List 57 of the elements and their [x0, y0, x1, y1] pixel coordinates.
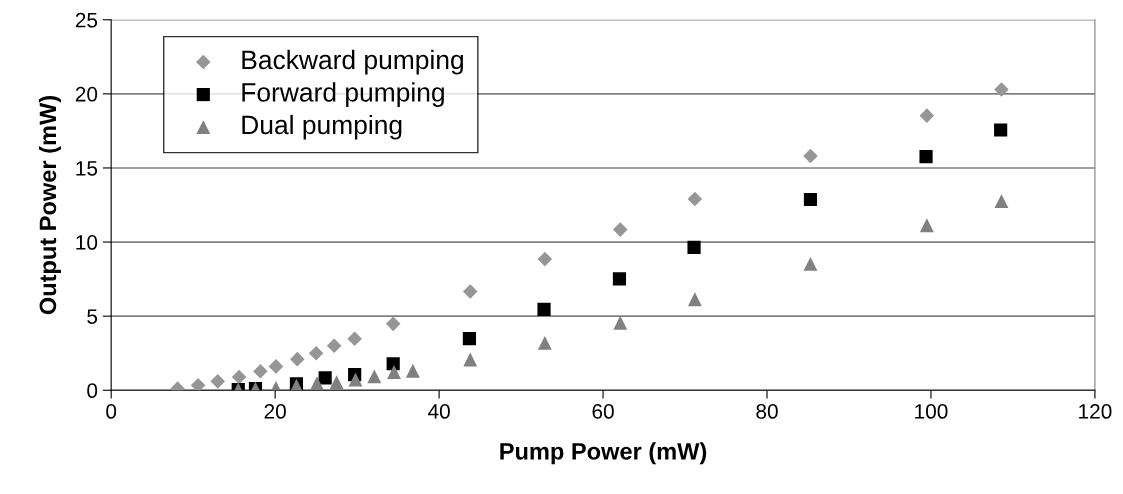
x-tick-label: 0 [106, 404, 117, 419]
legend-label: Dual pumping [242, 114, 402, 140]
point [803, 256, 818, 271]
point [231, 369, 247, 385]
point [919, 218, 934, 233]
point [348, 372, 363, 387]
x-tick-label: 40 [427, 404, 450, 419]
point [347, 331, 362, 346]
point [289, 351, 305, 367]
point [994, 194, 1009, 209]
x-tick-label: 100 [915, 404, 948, 419]
x-tick-label: 60 [592, 404, 614, 419]
x-tick-label: 20 [264, 404, 286, 419]
x-tick-label: 80 [756, 404, 778, 419]
point [463, 352, 478, 367]
point [253, 364, 268, 379]
point [537, 251, 553, 267]
y-tick-label: 25 [75, 12, 98, 28]
point [687, 191, 703, 207]
y-tick-label: 15 [76, 161, 98, 176]
point [919, 149, 933, 164]
point [387, 365, 401, 379]
point [318, 371, 332, 385]
point [612, 222, 628, 237]
point [190, 377, 206, 391]
y-tick-label: 0 [87, 383, 98, 399]
point [385, 316, 401, 332]
point [462, 284, 478, 299]
point [687, 240, 701, 254]
point [687, 292, 702, 307]
point [613, 315, 628, 330]
x-axis-title: Pump Power (mW) [500, 442, 707, 465]
point [268, 359, 284, 374]
legend-label: Backward pumping [242, 49, 463, 75]
y-tick-label: 10 [76, 235, 98, 250]
x-tick-label: 120 [1079, 404, 1112, 419]
point [612, 272, 627, 286]
point [994, 123, 1008, 137]
y-tick-label: 5 [87, 309, 98, 324]
point [994, 82, 1009, 97]
point [326, 338, 342, 354]
point [803, 192, 818, 207]
point [210, 374, 226, 389]
point [919, 108, 935, 123]
point [537, 302, 551, 316]
legend-label: Forward pumping [242, 82, 444, 107]
point [310, 376, 324, 391]
point [386, 357, 400, 371]
point [367, 369, 382, 384]
point [329, 375, 344, 390]
point [308, 345, 324, 361]
point [537, 335, 552, 350]
point [462, 332, 477, 346]
point [405, 363, 420, 378]
y-axis-title: Output Power (mW) [38, 96, 61, 315]
point [803, 148, 818, 164]
y-tick-label: 20 [75, 86, 98, 102]
